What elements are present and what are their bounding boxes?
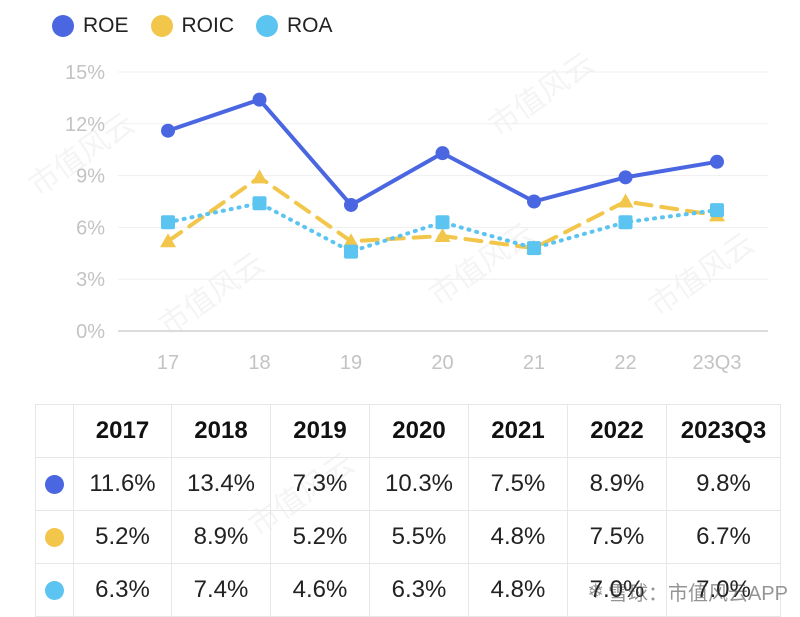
table-header-cell: 2022 [567,404,667,458]
data-point-roic [617,193,634,208]
y-tick-label: 9% [76,166,105,188]
table-row: 11.6% 13.4% 7.3% 10.3% 7.5% 8.9% 9.8% [35,457,781,511]
table-cell: 10.3% [369,457,469,511]
y-tick-label: 0% [76,321,105,343]
footer-brand: ❄ 雪球：市值风云APP [587,577,788,606]
data-point-roa [527,241,541,256]
x-tick-label: 23Q3 [693,352,742,374]
table-cell: 7.5% [468,457,568,511]
table-cell: 6.3% [369,563,469,617]
table-header-cell: 2021 [468,404,568,458]
data-point-roa [161,215,175,230]
row-marker [45,528,64,548]
x-tick-label: 18 [248,352,270,374]
table-cell: 9.8% [666,457,781,511]
data-point-roa [435,215,450,230]
snowball-logo-icon: ❄ [587,581,604,603]
row-marker-cell [35,457,74,511]
data-point-roe [618,170,633,185]
data-point-roe [161,123,175,138]
table-cell: 6.7% [666,510,781,564]
data-point-roic [160,233,176,248]
data-point-roe [710,154,724,169]
legend-label: ROA [287,14,333,37]
table-header-cell: 2023Q3 [666,404,781,458]
x-tick-label: 20 [431,352,453,374]
table-cell: 7.4% [171,563,271,617]
table-cell: 7.3% [270,457,370,511]
y-tick-label: 15% [65,62,105,84]
row-marker [45,581,64,601]
table-header-cell: 2019 [270,404,370,458]
y-tick-label: 3% [76,269,105,291]
row-marker-cell [35,510,74,564]
legend-item-roic[interactable]: ROIC [150,14,235,38]
table-header-cell: 2020 [369,404,469,458]
table-cell: 8.9% [567,457,667,511]
table-header-row: 2017 2018 2019 2020 2021 2022 2023Q3 [35,404,781,458]
table-cell: 4.8% [468,510,568,564]
table-cell: 5.5% [369,510,469,564]
data-point-roe [435,146,450,161]
chart-legend: ROE ROIC ROA [52,10,333,42]
table-cell: 6.3% [73,563,172,617]
table-header-cell: 2018 [171,404,271,458]
legend-marker [150,15,173,37]
legend-item-roe[interactable]: ROE [52,14,129,38]
data-point-roic [434,228,451,243]
x-tick-label: 22 [614,352,636,374]
x-tick-label: 21 [523,352,545,374]
legend-item-roa[interactable]: ROA [256,14,333,38]
data-point-roic [343,233,359,248]
row-marker-cell [35,563,74,617]
table-row: 5.2% 8.9% 5.2% 5.5% 4.8% 7.5% 6.7% [35,510,781,564]
table-cell: 8.9% [171,510,271,564]
data-point-roe [252,92,267,107]
table-cell: 7.0% [567,563,667,617]
legend-label: ROIC [181,14,235,37]
legend-marker [256,15,279,37]
y-tick-label: 6% [76,217,105,239]
data-point-roe [344,197,358,212]
table-cell: 11.6% [73,457,172,511]
table-header-cell: 2017 [73,404,172,458]
data-point-roic [251,169,268,184]
table-header-cell [35,404,74,458]
table-cell: 7.0% [666,563,781,617]
data-point-roe [527,194,541,209]
table-cell: 13.4% [171,457,271,511]
table-cell: 5.2% [73,510,172,564]
table-cell: 4.6% [270,563,370,617]
data-point-roa [252,196,267,211]
table-row: 6.3% 7.4% 4.6% 6.3% 4.8% 7.0% 7.0% [35,563,781,617]
footer-brand-text: 雪球：市值风云APP [607,583,788,605]
data-table: 2017 2018 2019 2020 2021 2022 2023Q3 11.… [35,404,781,617]
legend-marker [52,15,74,37]
legend-label: ROE [83,14,129,37]
line-chart: 0% 3% 6% 9% 12% 15% 17 18 19 20 21 22 23Q3 [65,62,768,374]
data-point-roa [344,244,358,259]
data-point-roa [710,203,724,218]
table-cell: 5.2% [270,510,370,564]
y-tick-label: 12% [65,114,105,136]
data-point-roa [618,215,633,230]
table-cell: 4.8% [468,563,568,617]
x-tick-label: 17 [157,352,179,374]
row-marker [45,475,64,495]
x-tick-label: 19 [340,352,362,374]
table-cell: 7.5% [567,510,667,564]
